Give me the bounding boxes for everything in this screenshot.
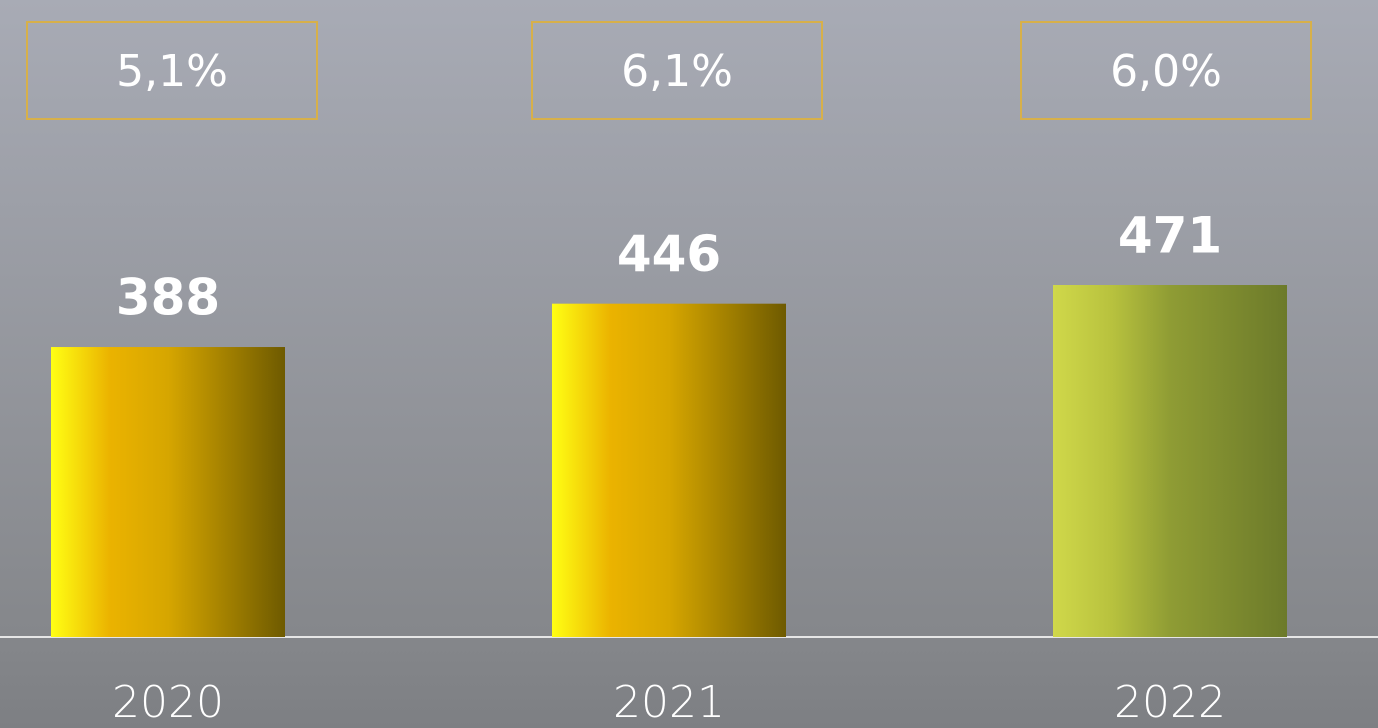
value-label: 446 (617, 225, 721, 283)
share-box (531, 21, 823, 120)
share-box (26, 21, 318, 120)
share-label: 6,0% (1110, 46, 1222, 97)
share-label: 5,1% (116, 46, 228, 97)
x-tick-label: 2022 (1114, 677, 1226, 728)
bar (1053, 285, 1287, 637)
x-tick-label: 2020 (112, 677, 224, 728)
bar (552, 303, 786, 637)
share-box (1020, 21, 1312, 120)
value-label: 471 (1118, 207, 1222, 265)
value-label: 388 (116, 269, 220, 327)
share-label: 6,1% (621, 46, 733, 97)
bar (51, 347, 285, 637)
x-tick-label: 2021 (613, 677, 725, 728)
